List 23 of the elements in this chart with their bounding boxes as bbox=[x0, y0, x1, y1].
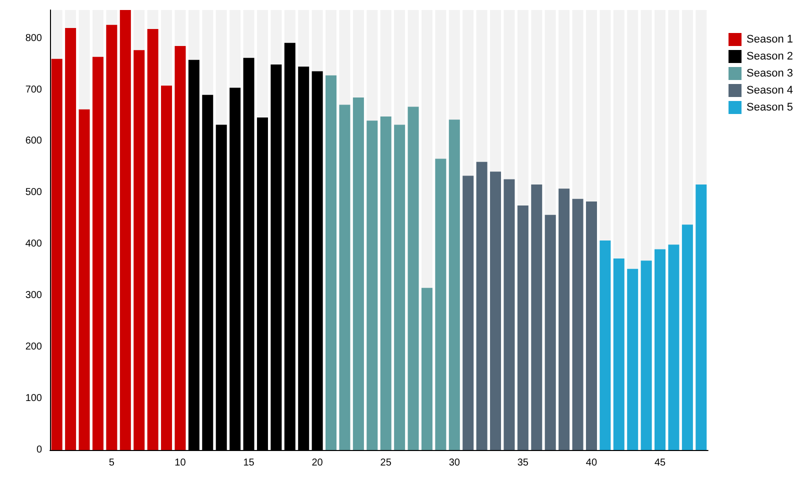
legend-label: Season 1 bbox=[746, 34, 794, 46]
legend-label: Season 2 bbox=[746, 50, 794, 62]
x-tick-label: 5 bbox=[108, 458, 115, 468]
x-tick-label: 20 bbox=[312, 458, 324, 468]
legend-label: Season 4 bbox=[746, 84, 794, 96]
y-tick-label: 200 bbox=[25, 342, 42, 353]
y-tick-label: 800 bbox=[25, 32, 42, 44]
x-tick-label: 15 bbox=[243, 458, 255, 468]
x-tick-label: 40 bbox=[586, 458, 598, 468]
x-tick-label: 30 bbox=[448, 458, 460, 468]
y-tick-label: 400 bbox=[25, 238, 42, 250]
x-tick-label: 25 bbox=[380, 458, 392, 468]
x-tick-label: 45 bbox=[654, 458, 666, 468]
y-tick-label: 300 bbox=[25, 290, 42, 302]
legend-label: Season 3 bbox=[746, 68, 794, 80]
y-tick-label: 100 bbox=[25, 393, 42, 404]
y-tick-label: 0 bbox=[36, 444, 42, 456]
x-tick-label: 35 bbox=[517, 458, 529, 468]
x-tick-label: 10 bbox=[174, 458, 186, 468]
y-tick-label: 700 bbox=[25, 84, 42, 96]
y-tick-label: 500 bbox=[25, 187, 42, 198]
legend-label: Season 5 bbox=[746, 102, 794, 114]
y-tick-label: 600 bbox=[25, 136, 42, 147]
